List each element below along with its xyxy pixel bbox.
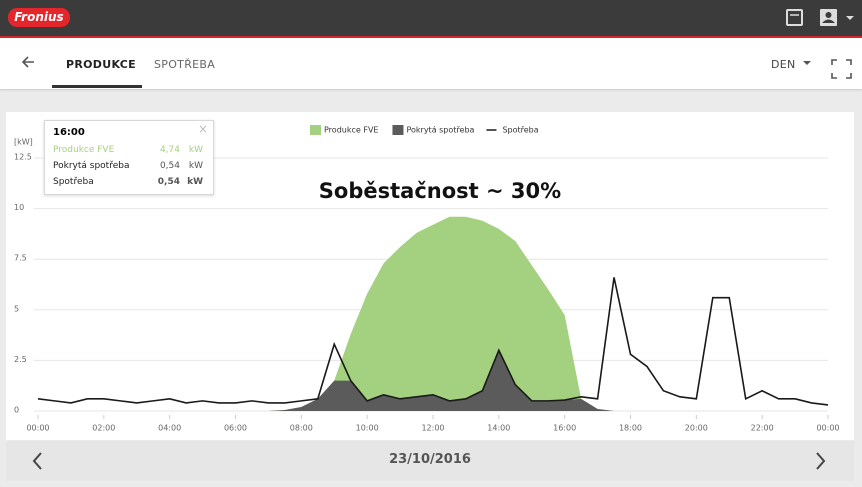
area: [38, 350, 828, 411]
report-icon[interactable]: [786, 9, 803, 26]
tooltip-value: 4,74: [159, 145, 180, 155]
tooltip-unit: kW: [188, 161, 203, 171]
tab[interactable]: SPOTŘEBA: [154, 58, 216, 71]
x-tick-label: 00:00: [816, 424, 839, 433]
x-tick-label: 04:00: [158, 424, 181, 433]
date: 23/10/2016: [389, 452, 471, 467]
y-tick-label: 0: [14, 406, 19, 415]
tooltip-close[interactable]: ×: [197, 122, 208, 136]
fullscreen-icon[interactable]: [831, 59, 852, 79]
tooltip-label: Pokrytá spotřeba: [53, 161, 130, 171]
y-tick-label: 12.5: [14, 153, 32, 162]
x-tick-label: 10:00: [356, 424, 379, 433]
menu-caret[interactable]: [846, 16, 854, 20]
x-tick-label: 18:00: [619, 424, 642, 433]
prev-arrow[interactable]: [30, 451, 46, 471]
tooltip-value: 0,54: [157, 177, 180, 187]
x-tick-label: 02:00: [92, 424, 115, 433]
x-tick-label: 22:00: [751, 424, 774, 433]
x-tick-label: 08:00: [290, 424, 313, 433]
tooltip-row: Spotřeba 0,54 kW: [53, 177, 208, 187]
tooltip-row: Pokrytá spotřeba 0,54 kW: [53, 161, 208, 171]
y-axis-label: [kW]: [14, 138, 33, 147]
legend-label: Produkce FVE: [324, 126, 378, 135]
tooltip-time: 16:00: [53, 127, 85, 138]
legend-label: Spotřeba: [502, 126, 538, 135]
tooltip-unit: kW: [188, 145, 203, 155]
tab[interactable]: PRODUKCE: [66, 58, 136, 71]
area: [38, 216, 828, 411]
x-tick-label: 06:00: [224, 424, 247, 433]
tooltip-label: Spotřeba: [53, 177, 94, 187]
tooltip-label: Produkce FVE: [53, 145, 115, 155]
x-tick-label: 14:00: [487, 424, 510, 433]
period-caret[interactable]: [803, 61, 811, 65]
y-tick-label: 10: [14, 203, 24, 212]
x-tick-label: 12:00: [421, 424, 444, 433]
tooltip-unit: kW: [187, 177, 203, 187]
footer-bar: 23/10/2016: [6, 441, 854, 481]
back-arrow[interactable]: [20, 54, 36, 70]
y-tick-label: 7.5: [14, 254, 27, 263]
annotation: Soběstačnost ~ 30%: [319, 179, 561, 203]
nav-icons: [803, 59, 852, 79]
y-tick-label: 2.5: [14, 355, 27, 364]
tooltip-row: Produkce FVE 4,74 kW: [53, 145, 208, 155]
top-icons: [786, 9, 854, 26]
legend-swatch: [310, 125, 321, 135]
legend-label: Pokrytá spotřeba: [406, 126, 474, 135]
legend-swatch: [392, 125, 404, 135]
y-tick-label: 5: [14, 304, 19, 313]
logo[interactable]: Fronius: [8, 8, 70, 27]
x-tick-label: 20:00: [685, 424, 708, 433]
tab-indicator: [52, 85, 142, 88]
period-select[interactable]: DEN: [771, 58, 796, 71]
tooltip: 16:00 × Produkce FVE 4,74 kW Pokrytá spotře…: [44, 120, 214, 195]
x-tick-label: 16:00: [553, 424, 576, 433]
x-tick-label: 00:00: [26, 424, 49, 433]
tooltip-value: 0,54: [159, 161, 180, 171]
nav-bar: PRODUKCE SPOTŘEBA DEN: [0, 38, 862, 89]
next-arrow[interactable]: [812, 451, 828, 471]
top-bar: Fronius: [0, 0, 862, 38]
line: [37, 277, 829, 406]
